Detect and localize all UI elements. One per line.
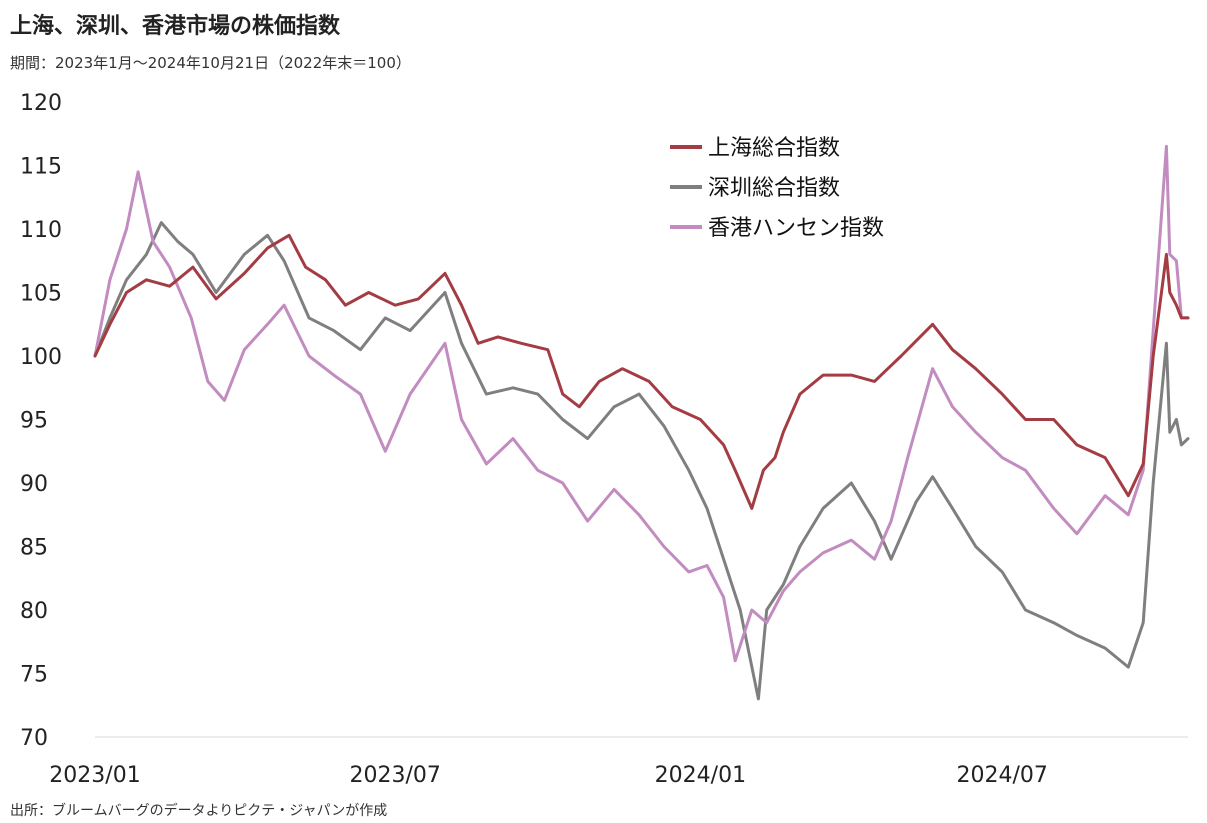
legend-label: 上海総合指数 xyxy=(708,136,840,161)
y-tick-label: 100 xyxy=(20,345,62,370)
series-line-2 xyxy=(93,144,1190,663)
x-tick-label: 2024/07 xyxy=(957,763,1048,788)
legend-label: 香港ハンセン指数 xyxy=(708,216,884,241)
y-tick-label: 105 xyxy=(20,282,62,307)
y-tick-label: 95 xyxy=(20,409,48,434)
y-tick-label: 110 xyxy=(20,218,62,243)
y-tick-label: 90 xyxy=(20,472,48,497)
x-tick-label: 2023/07 xyxy=(349,763,440,788)
source-note: 出所：ブルームバーグのデータよりピクテ・ジャパンが作成 xyxy=(10,803,388,819)
chart-subtitle: 期間：2023年1月～2024年10月21日（2022年末＝100） xyxy=(10,54,411,72)
x-tick-label: 2024/01 xyxy=(655,763,746,788)
legend-label: 深圳総合指数 xyxy=(708,176,840,201)
y-tick-label: 120 xyxy=(20,91,62,116)
series-line-1 xyxy=(93,221,1190,701)
y-tick-label: 75 xyxy=(20,663,48,688)
y-tick-label: 85 xyxy=(20,536,48,561)
chart-title: 上海、深圳、香港市場の株価指数 xyxy=(10,14,341,39)
y-tick-label: 80 xyxy=(20,599,48,624)
y-tick-label: 115 xyxy=(20,155,62,180)
y-tick-label: 70 xyxy=(20,726,48,751)
series-line-0 xyxy=(93,233,1190,510)
x-tick-label: 2023/01 xyxy=(49,763,140,788)
